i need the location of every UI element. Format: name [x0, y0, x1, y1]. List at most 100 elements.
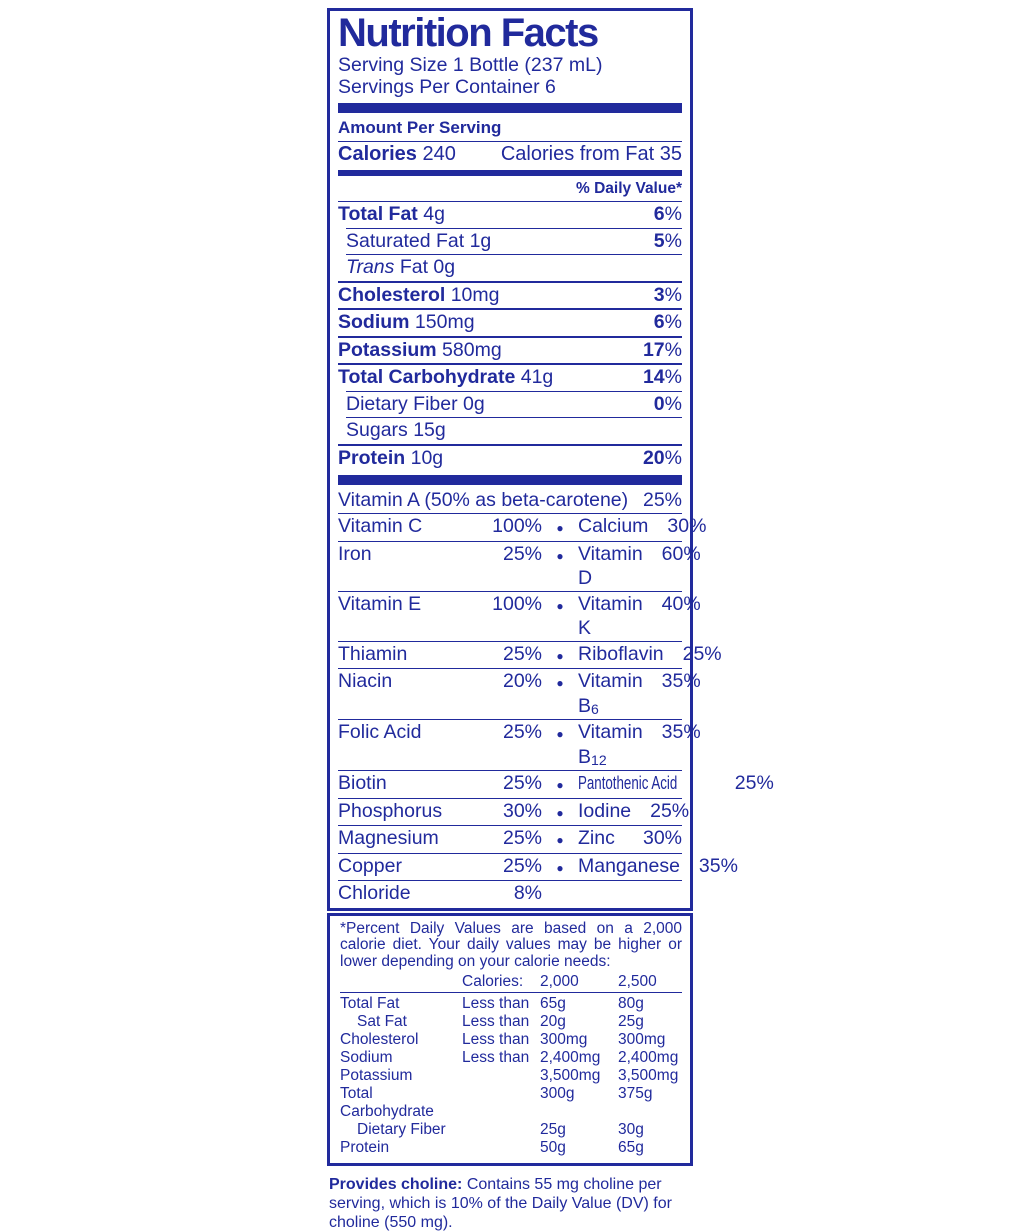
row-divider — [340, 991, 682, 993]
micronutrient-daily-value: 25% — [682, 642, 722, 665]
micronutrient-name: Vitamin E — [338, 592, 422, 615]
nutrient-name: Potassium 580mg — [338, 338, 502, 361]
row-divider — [338, 308, 682, 311]
row-divider — [338, 363, 682, 366]
micronutrient-name: Thiamin — [338, 642, 408, 665]
bullet-icon: ● — [556, 727, 564, 742]
nutrient-rows: Total Fat 4g 6% Saturated Fat 1g 5% Trans Fa… — [338, 202, 682, 471]
footnote-row-value-2500: 80g — [618, 994, 644, 1012]
micronutrient-name: Niacin — [338, 670, 393, 693]
row-divider — [338, 590, 682, 592]
footnote-row-value-2000: 50g — [540, 1138, 566, 1156]
choline-note-lead: Provides choline: — [329, 1175, 463, 1193]
micronutrient-daily-value: 25% — [502, 542, 542, 565]
nutrient-daily-value: 14% — [642, 366, 682, 389]
micronutrient-name: Vitamin D — [578, 542, 643, 590]
micronutrient-row: Magnesium 25% ● Zinc 30% — [338, 826, 682, 853]
micronutrient-name: Zinc — [578, 827, 615, 850]
micronutrient-daily-value: 20% — [502, 670, 542, 693]
micronutrient-name: Vitamin B6 — [578, 670, 643, 717]
nutrient-name: Protein 10g — [338, 446, 444, 469]
footnote-row-label: Potassium — [340, 1066, 413, 1084]
micronutrient-daily-value: 40% — [661, 592, 701, 615]
bullet-icon: ● — [556, 521, 564, 536]
micronutrient-name: Phosphorus — [338, 799, 443, 822]
micronutrient-row: Iron 25% ● Vitamin D 60% — [338, 542, 701, 591]
nutrient-daily-value: 6% — [653, 311, 682, 334]
nutrient-row: Saturated Fat 1g 5% — [338, 229, 682, 255]
micronutrient-name: Manganese — [578, 854, 680, 877]
micronutrient-daily-value: 100% — [492, 592, 542, 615]
micronutrient-row: Copper 25% ● Manganese 35% — [338, 854, 738, 881]
footnote-row-value-2000: 25g — [540, 1120, 566, 1138]
nutrient-name: Cholesterol 10mg — [338, 283, 500, 306]
footnote-row-label: Cholesterol — [340, 1030, 419, 1048]
row-divider — [338, 668, 682, 670]
nutrition-label: Nutrition Facts Serving Size 1 Bottle (2… — [327, 8, 774, 1232]
row-divider — [338, 141, 682, 143]
nutrient-name: Trans Fat 0g — [346, 256, 456, 279]
footnote-row-label: Total Carbohydrate — [340, 1084, 434, 1120]
calories-from-fat: Calories from Fat 35 — [500, 143, 682, 166]
nutrient-name: Total Carbohydrate 41g — [338, 366, 554, 389]
footnote-row-qualifier — [462, 1139, 540, 1157]
footnote-table-row: Cholesterol Less than 300mg 300mg — [340, 1031, 682, 1049]
micronutrient-name: Chloride — [338, 882, 411, 905]
footnote-row-label: Sodium — [340, 1048, 393, 1066]
footnote-row-value-2500: 2,400mg — [618, 1048, 679, 1066]
micronutrient-daily-value: 8% — [513, 882, 542, 905]
micronutrient-name: Iodine — [578, 799, 632, 822]
micronutrient-daily-value: 30% — [642, 827, 682, 850]
servings-per-container: Servings Per Container 6 — [338, 76, 556, 99]
micronutrient-name: Calcium — [578, 515, 649, 538]
nutrient-name: Dietary Fiber 0g — [346, 392, 485, 415]
micronutrient-row: Niacin 20% ● Vitamin B6 35% — [338, 669, 701, 719]
footnote-table-row: Protein 50g 65g — [340, 1139, 682, 1157]
footnote-row-value-2500: 300mg — [618, 1030, 666, 1048]
row-divider — [346, 390, 682, 392]
bullet-icon: ● — [556, 548, 564, 563]
bullet-icon: ● — [556, 676, 564, 691]
footnote-table-row: Sat Fat Less than 20g 25g — [340, 1013, 682, 1031]
nutrient-name: Sugars 15g — [346, 419, 446, 442]
divider-bar-thick — [338, 103, 682, 114]
nutrient-row: Cholesterol 10mg 3% — [338, 283, 682, 309]
micronutrient-daily-value: 60% — [661, 542, 701, 565]
micronutrient-rows: Vitamin A (50% as beta-carotene) 25% Vitam… — [338, 488, 774, 906]
nutrient-row: Protein 10g 20% — [338, 446, 682, 472]
divider-bar-medium — [338, 170, 682, 177]
footnote-table-row: Total Carbohydrate 300g 375g — [340, 1085, 682, 1121]
nutrition-facts-panel: Nutrition Facts Serving Size 1 Bottle (2… — [327, 8, 774, 911]
row-divider — [338, 443, 682, 446]
footnote-row-label: Total Fat — [340, 994, 400, 1012]
row-divider — [338, 640, 682, 642]
footnote-table: Calories: 2,000 2,500 Total Fat Less than… — [340, 973, 682, 1157]
footnote-row-qualifier: Less than — [462, 1030, 530, 1048]
nutrient-name: Total Fat 4g — [338, 203, 445, 226]
footnote-table-header: Calories: 2,000 2,500 — [340, 973, 682, 991]
footnote-table-row: Total Fat Less than 65g 80g — [340, 995, 682, 1013]
micronutrient-name: Vitamin C — [338, 515, 423, 538]
row-divider — [338, 540, 682, 542]
micronutrient-daily-value: 35% — [698, 854, 738, 877]
micronutrient-daily-value: 30% — [667, 515, 707, 538]
micronutrient-row: Phosphorus 30% ● Iodine 25% — [338, 799, 689, 826]
row-divider — [338, 880, 682, 882]
bullet-icon: ● — [556, 648, 564, 663]
panel-title: Nutrition Facts — [338, 11, 599, 55]
micronutrient-name: Copper — [338, 854, 402, 877]
bullet-icon: ● — [556, 598, 564, 613]
nutrient-row: Dietary Fiber 0g 0% — [338, 392, 682, 418]
micronutrient-row: Vitamin C 100% ● Calcium 30% — [338, 514, 706, 541]
footnote-row-value-2000: 2,400mg — [540, 1048, 601, 1066]
micronutrient-daily-value: 30% — [502, 799, 542, 822]
calories-row: Calories 240 Calories from Fat 35 — [338, 142, 682, 168]
micronutrient-name: Iron — [338, 542, 372, 565]
row-divider — [346, 417, 682, 419]
row-divider — [338, 770, 682, 772]
micronutrient-name: Pantothenic Acid — [578, 772, 678, 794]
footnote-row-value-2000: 65g — [540, 994, 566, 1012]
micronutrient-daily-value: 25% — [502, 772, 542, 795]
nutrient-name: Sodium 150mg — [338, 311, 475, 334]
footnote-row-qualifier — [462, 1067, 540, 1085]
